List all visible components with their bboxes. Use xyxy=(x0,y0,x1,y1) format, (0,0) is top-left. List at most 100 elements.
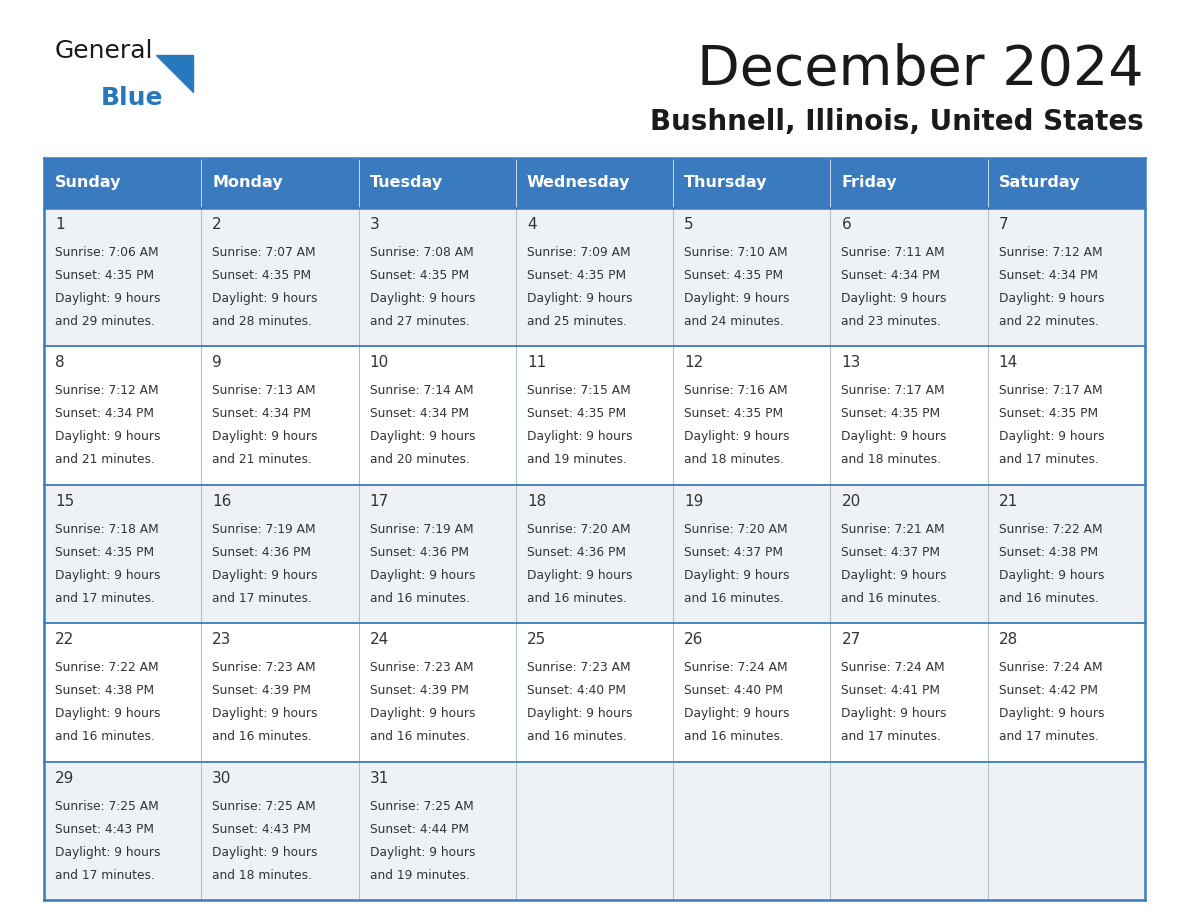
Text: Sunset: 4:36 PM: Sunset: 4:36 PM xyxy=(369,546,468,559)
Text: Tuesday: Tuesday xyxy=(369,175,443,191)
Text: and 27 minutes.: and 27 minutes. xyxy=(369,315,469,328)
Text: Sunset: 4:41 PM: Sunset: 4:41 PM xyxy=(841,684,941,697)
Text: Daylight: 9 hours: Daylight: 9 hours xyxy=(55,292,160,305)
Text: Sunrise: 7:17 AM: Sunrise: 7:17 AM xyxy=(999,385,1102,397)
Text: Daylight: 9 hours: Daylight: 9 hours xyxy=(369,845,475,858)
Text: Sunset: 4:35 PM: Sunset: 4:35 PM xyxy=(369,269,469,282)
Text: Daylight: 9 hours: Daylight: 9 hours xyxy=(841,431,947,443)
Text: Sunrise: 7:25 AM: Sunrise: 7:25 AM xyxy=(55,800,159,812)
Text: Sunset: 4:40 PM: Sunset: 4:40 PM xyxy=(526,684,626,697)
Text: Sunrise: 7:21 AM: Sunrise: 7:21 AM xyxy=(841,522,944,536)
Text: Daylight: 9 hours: Daylight: 9 hours xyxy=(841,292,947,305)
Text: General: General xyxy=(55,39,153,63)
Text: Sunset: 4:35 PM: Sunset: 4:35 PM xyxy=(999,408,1098,420)
Bar xyxy=(44,158,1145,208)
Text: 28: 28 xyxy=(999,633,1018,647)
Text: Daylight: 9 hours: Daylight: 9 hours xyxy=(55,569,160,582)
Text: Sunrise: 7:19 AM: Sunrise: 7:19 AM xyxy=(369,522,473,536)
Text: and 18 minutes.: and 18 minutes. xyxy=(841,453,941,466)
Text: and 16 minutes.: and 16 minutes. xyxy=(369,730,469,744)
Text: Daylight: 9 hours: Daylight: 9 hours xyxy=(526,292,632,305)
Text: 4: 4 xyxy=(526,217,537,232)
Text: Sunset: 4:35 PM: Sunset: 4:35 PM xyxy=(526,269,626,282)
Text: 15: 15 xyxy=(55,494,74,509)
Text: Sunset: 4:37 PM: Sunset: 4:37 PM xyxy=(841,546,941,559)
Text: Sunrise: 7:17 AM: Sunrise: 7:17 AM xyxy=(841,385,944,397)
Text: Sunrise: 7:12 AM: Sunrise: 7:12 AM xyxy=(55,385,159,397)
Text: and 17 minutes.: and 17 minutes. xyxy=(841,730,941,744)
Text: Daylight: 9 hours: Daylight: 9 hours xyxy=(213,431,317,443)
Text: Sunset: 4:35 PM: Sunset: 4:35 PM xyxy=(684,269,783,282)
Text: 29: 29 xyxy=(55,770,75,786)
Text: Saturday: Saturday xyxy=(999,175,1080,191)
Text: and 18 minutes.: and 18 minutes. xyxy=(213,868,312,881)
Bar xyxy=(44,346,1145,485)
Text: Sunset: 4:34 PM: Sunset: 4:34 PM xyxy=(55,408,154,420)
Text: Sunset: 4:39 PM: Sunset: 4:39 PM xyxy=(369,684,468,697)
Text: Sunset: 4:40 PM: Sunset: 4:40 PM xyxy=(684,684,783,697)
Bar xyxy=(44,485,1145,623)
Text: Friday: Friday xyxy=(841,175,897,191)
Text: 18: 18 xyxy=(526,494,546,509)
Text: 20: 20 xyxy=(841,494,860,509)
Text: Sunset: 4:35 PM: Sunset: 4:35 PM xyxy=(684,408,783,420)
Text: Daylight: 9 hours: Daylight: 9 hours xyxy=(999,431,1104,443)
Text: Thursday: Thursday xyxy=(684,175,767,191)
Text: Sunrise: 7:24 AM: Sunrise: 7:24 AM xyxy=(999,661,1102,674)
Text: Daylight: 9 hours: Daylight: 9 hours xyxy=(369,569,475,582)
Text: 19: 19 xyxy=(684,494,703,509)
Text: Sunset: 4:34 PM: Sunset: 4:34 PM xyxy=(213,408,311,420)
Text: Wednesday: Wednesday xyxy=(526,175,630,191)
Text: Sunrise: 7:07 AM: Sunrise: 7:07 AM xyxy=(213,246,316,259)
Text: Daylight: 9 hours: Daylight: 9 hours xyxy=(369,431,475,443)
Text: Daylight: 9 hours: Daylight: 9 hours xyxy=(213,845,317,858)
Text: 11: 11 xyxy=(526,355,546,370)
Text: and 25 minutes.: and 25 minutes. xyxy=(526,315,627,328)
Text: and 16 minutes.: and 16 minutes. xyxy=(999,592,1099,605)
Text: and 17 minutes.: and 17 minutes. xyxy=(213,592,312,605)
Text: Sunrise: 7:16 AM: Sunrise: 7:16 AM xyxy=(684,385,788,397)
Text: and 16 minutes.: and 16 minutes. xyxy=(684,592,784,605)
Text: Sunrise: 7:20 AM: Sunrise: 7:20 AM xyxy=(526,522,631,536)
Text: 5: 5 xyxy=(684,217,694,232)
Text: Sunrise: 7:12 AM: Sunrise: 7:12 AM xyxy=(999,246,1102,259)
Text: 27: 27 xyxy=(841,633,860,647)
Text: and 17 minutes.: and 17 minutes. xyxy=(55,592,154,605)
Text: 31: 31 xyxy=(369,770,388,786)
Text: Sunset: 4:44 PM: Sunset: 4:44 PM xyxy=(369,823,468,835)
Text: and 16 minutes.: and 16 minutes. xyxy=(841,592,941,605)
Text: Daylight: 9 hours: Daylight: 9 hours xyxy=(684,707,790,721)
Text: Sunrise: 7:23 AM: Sunrise: 7:23 AM xyxy=(369,661,473,674)
Text: Sunrise: 7:18 AM: Sunrise: 7:18 AM xyxy=(55,522,159,536)
Text: Sunrise: 7:06 AM: Sunrise: 7:06 AM xyxy=(55,246,159,259)
Text: Monday: Monday xyxy=(213,175,283,191)
Text: 8: 8 xyxy=(55,355,64,370)
Text: Sunset: 4:35 PM: Sunset: 4:35 PM xyxy=(213,269,311,282)
Text: Daylight: 9 hours: Daylight: 9 hours xyxy=(526,431,632,443)
Text: 21: 21 xyxy=(999,494,1018,509)
Text: and 19 minutes.: and 19 minutes. xyxy=(369,868,469,881)
Text: 3: 3 xyxy=(369,217,379,232)
Text: Sunset: 4:35 PM: Sunset: 4:35 PM xyxy=(526,408,626,420)
Text: Daylight: 9 hours: Daylight: 9 hours xyxy=(55,707,160,721)
Text: Sunrise: 7:19 AM: Sunrise: 7:19 AM xyxy=(213,522,316,536)
Text: 23: 23 xyxy=(213,633,232,647)
Text: Sunset: 4:35 PM: Sunset: 4:35 PM xyxy=(55,269,154,282)
Text: 9: 9 xyxy=(213,355,222,370)
Text: and 16 minutes.: and 16 minutes. xyxy=(526,592,627,605)
Text: Sunrise: 7:22 AM: Sunrise: 7:22 AM xyxy=(55,661,159,674)
Text: Sunset: 4:38 PM: Sunset: 4:38 PM xyxy=(999,546,1098,559)
Text: Sunset: 4:37 PM: Sunset: 4:37 PM xyxy=(684,546,783,559)
Text: Sunset: 4:34 PM: Sunset: 4:34 PM xyxy=(999,269,1098,282)
Text: Sunrise: 7:14 AM: Sunrise: 7:14 AM xyxy=(369,385,473,397)
Text: Sunrise: 7:11 AM: Sunrise: 7:11 AM xyxy=(841,246,944,259)
Text: Sunrise: 7:24 AM: Sunrise: 7:24 AM xyxy=(684,661,788,674)
Text: and 21 minutes.: and 21 minutes. xyxy=(213,453,312,466)
Text: 12: 12 xyxy=(684,355,703,370)
Text: Daylight: 9 hours: Daylight: 9 hours xyxy=(526,569,632,582)
Text: Sunrise: 7:13 AM: Sunrise: 7:13 AM xyxy=(213,385,316,397)
Text: Sunrise: 7:08 AM: Sunrise: 7:08 AM xyxy=(369,246,473,259)
Text: Daylight: 9 hours: Daylight: 9 hours xyxy=(369,707,475,721)
Text: Sunset: 4:34 PM: Sunset: 4:34 PM xyxy=(841,269,941,282)
Text: 30: 30 xyxy=(213,770,232,786)
